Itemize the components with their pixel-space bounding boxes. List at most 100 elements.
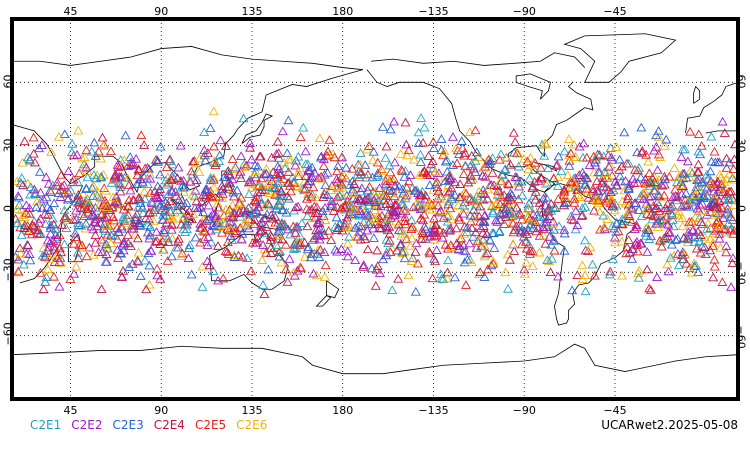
obs-marker — [176, 251, 187, 260]
obs-marker — [441, 206, 452, 215]
obs-marker — [478, 216, 489, 225]
obs-marker — [350, 232, 361, 241]
obs-marker — [263, 264, 274, 274]
obs-marker — [551, 160, 562, 170]
obs-marker — [208, 141, 219, 151]
obs-marker — [135, 221, 146, 230]
obs-marker — [122, 230, 133, 239]
obs-marker — [524, 173, 535, 183]
obs-marker — [680, 249, 691, 259]
obs-marker — [577, 274, 588, 283]
coastline-segment — [685, 81, 739, 134]
obs-marker — [17, 157, 28, 167]
obs-marker — [719, 205, 730, 215]
obs-marker — [660, 203, 671, 212]
obs-marker — [451, 223, 462, 233]
lat-tick-label: 30 — [734, 138, 748, 153]
obs-marker — [86, 221, 97, 231]
obs-marker — [443, 255, 454, 265]
obs-marker — [358, 262, 369, 271]
obs-marker — [349, 209, 360, 219]
obs-marker — [305, 173, 316, 182]
obs-marker — [484, 234, 495, 244]
obs-marker — [503, 283, 513, 293]
obs-marker — [663, 266, 674, 276]
obs-marker — [76, 220, 87, 230]
obs-marker — [155, 169, 166, 179]
obs-marker — [303, 191, 314, 201]
obs-marker — [397, 246, 408, 256]
obs-marker — [164, 156, 175, 165]
obs-marker — [651, 141, 662, 151]
obs-marker — [372, 157, 383, 167]
obs-marker — [336, 244, 347, 253]
obs-marker — [673, 260, 684, 270]
obs-marker — [45, 187, 56, 197]
obs-marker — [507, 239, 518, 249]
obs-marker — [400, 206, 411, 215]
obs-marker — [112, 223, 123, 232]
obs-marker — [721, 163, 732, 172]
lon-tick-label: 90 — [154, 5, 169, 18]
obs-marker — [88, 249, 99, 259]
obs-marker — [239, 162, 250, 172]
obs-marker — [580, 180, 591, 189]
obs-marker — [37, 250, 48, 260]
obs-marker — [611, 142, 622, 151]
obs-marker — [387, 210, 398, 220]
obs-marker — [273, 226, 283, 236]
obs-marker — [495, 176, 506, 186]
obs-marker — [266, 210, 277, 219]
obs-marker — [433, 186, 444, 196]
obs-marker — [458, 208, 469, 218]
obs-marker — [193, 203, 204, 213]
obs-marker — [71, 205, 81, 215]
obs-marker — [456, 136, 467, 145]
obs-marker — [503, 208, 514, 218]
obs-marker — [692, 203, 703, 213]
obs-marker — [539, 150, 550, 160]
obs-marker — [245, 138, 255, 147]
obs-marker — [594, 150, 605, 159]
obs-marker — [88, 181, 99, 191]
obs-marker — [438, 227, 449, 237]
obs-marker — [378, 254, 389, 264]
obs-marker — [694, 174, 705, 184]
lon-tick-label: 180 — [332, 5, 354, 18]
obs-marker — [199, 234, 210, 243]
obs-marker — [46, 147, 57, 156]
obs-marker — [201, 215, 212, 225]
obs-marker — [131, 153, 142, 163]
obs-marker — [463, 177, 474, 187]
obs-marker — [403, 270, 414, 280]
obs-marker — [89, 137, 100, 147]
obs-marker — [281, 207, 292, 217]
obs-marker — [133, 164, 144, 174]
obs-marker — [511, 202, 522, 212]
obs-marker — [599, 222, 610, 231]
obs-marker — [249, 215, 260, 224]
obs-marker — [274, 201, 285, 210]
obs-marker — [446, 214, 457, 224]
obs-marker — [410, 185, 421, 195]
obs-marker — [665, 202, 676, 211]
obs-marker — [152, 198, 163, 208]
obs-marker — [40, 252, 51, 261]
obs-marker — [227, 200, 238, 210]
obs-marker — [677, 254, 688, 264]
obs-marker — [646, 209, 657, 219]
obs-marker — [726, 282, 737, 291]
obs-marker — [183, 210, 194, 220]
obs-marker — [570, 206, 581, 215]
obs-marker — [113, 253, 124, 262]
obs-marker — [259, 169, 270, 179]
obs-marker — [34, 167, 45, 176]
obs-marker — [455, 179, 466, 188]
obs-marker — [283, 224, 294, 234]
obs-marker — [337, 179, 348, 189]
obs-marker — [250, 166, 261, 176]
obs-marker — [166, 175, 177, 184]
obs-marker — [173, 233, 184, 243]
obs-marker — [388, 206, 399, 216]
obs-marker — [559, 225, 570, 234]
